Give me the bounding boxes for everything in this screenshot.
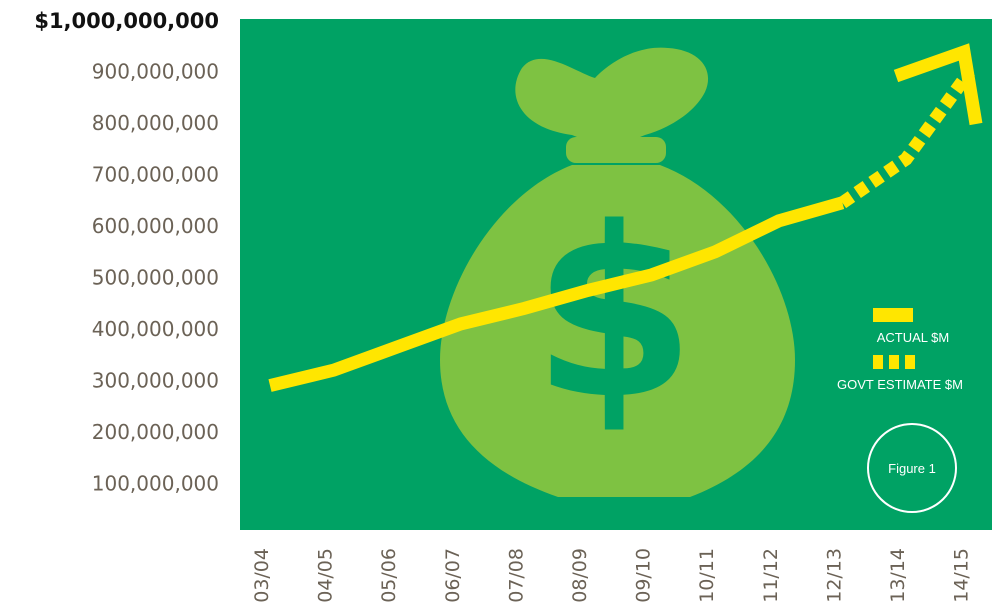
y-axis-top-label: $1,000,000,000 [34,9,219,33]
legend-swatch-actual [873,308,913,322]
series-line-govt-estimate [838,67,975,209]
svg-text:$: $ [532,178,696,451]
x-tick-label: 09/10 [633,548,655,603]
series-line-actual [268,196,845,392]
y-tick-label: 100,000,000 [92,472,219,496]
y-tick-label: 300,000,000 [92,369,219,393]
x-tick-label: 10/11 [696,548,718,603]
x-tick-label: 13/14 [887,548,909,603]
y-tick-label: 400,000,000 [92,317,219,341]
y-tick-label: 500,000,000 [92,266,219,290]
y-tick-label: 700,000,000 [92,163,219,187]
x-tick-label: 06/07 [442,548,464,603]
x-tick-label: 08/09 [569,548,591,603]
money-bag-icon: $ [440,47,795,497]
x-tick-label: 03/04 [251,548,273,603]
y-tick-label: 600,000,000 [92,214,219,238]
y-tick-label: 800,000,000 [92,111,219,135]
y-tick-label: 200,000,000 [92,420,219,444]
x-tick-label: 07/08 [505,548,527,603]
legend-label-actual: ACTUAL $M [877,330,949,345]
figure-badge: Figure 1 [867,423,957,513]
trend-arrow-head-icon [893,43,983,126]
x-tick-label: 14/15 [951,548,973,603]
x-tick-label: 11/12 [760,548,782,603]
legend-swatch-estimate [873,355,915,369]
x-tick-label: 04/05 [315,548,337,603]
legend-label-estimate: GOVT ESTIMATE $M [837,377,963,392]
legend: ACTUAL $M GOVT ESTIMATE $M [837,308,963,392]
x-tick-label: 12/13 [823,548,845,603]
x-tick-label: 05/06 [378,548,400,603]
y-tick-label: 900,000,000 [92,60,219,84]
figure-label: Figure 1 [888,461,936,476]
